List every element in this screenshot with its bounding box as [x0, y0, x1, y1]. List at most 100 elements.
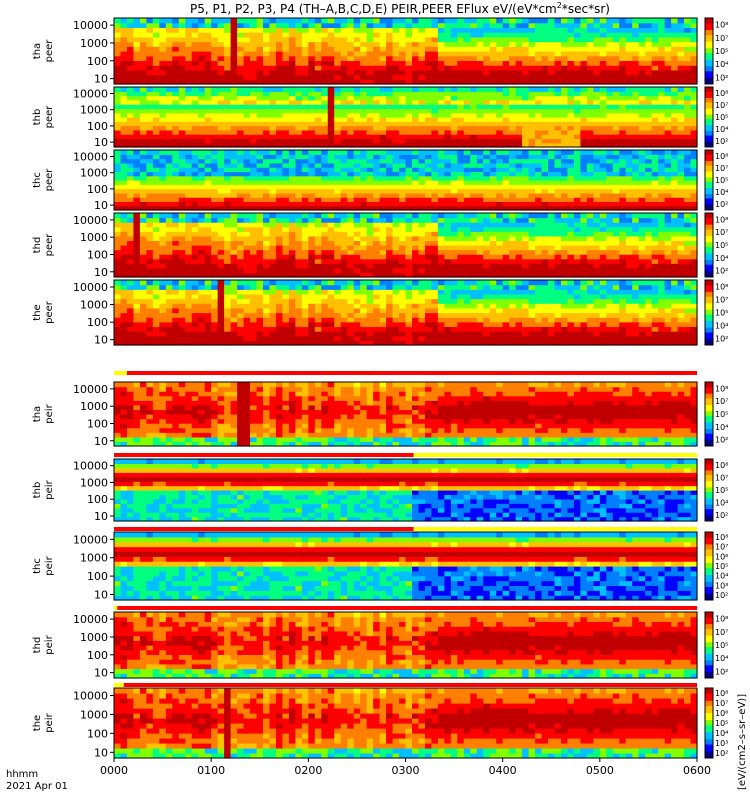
heatmap-cell: [230, 240, 238, 246]
heatmap-cell: [418, 46, 426, 52]
heatmap-cell: [386, 87, 394, 92]
heatmap-cell: [172, 129, 180, 135]
heatmap-cell: [638, 95, 646, 101]
heatmap-cell: [444, 87, 452, 92]
heatmap-cell: [405, 184, 413, 190]
heatmap-cell: [489, 272, 497, 278]
heatmap-cell: [671, 51, 679, 57]
heatmap-cell: [185, 154, 193, 160]
heatmap-cell: [502, 180, 510, 185]
heatmap-cell: [548, 117, 556, 122]
heatmap-cell: [211, 154, 219, 160]
heatmap-cell: [573, 95, 581, 101]
heatmap-cell: [599, 180, 607, 185]
heatmap-cell: [282, 69, 290, 76]
heatmap-cell: [353, 235, 361, 242]
heatmap-cell: [204, 188, 212, 194]
heatmap-cell: [217, 41, 225, 47]
heatmap-cell: [541, 55, 549, 62]
heatmap-cell: [146, 263, 154, 269]
heatmap-cell: [463, 55, 471, 62]
heatmap-cell: [360, 41, 368, 47]
heatmap-cell: [353, 104, 361, 110]
heatmap-cell: [405, 205, 413, 211]
heatmap-cell: [185, 272, 193, 278]
heatmap-cell: [638, 150, 646, 155]
heatmap-cell: [535, 235, 543, 242]
heatmap-cell: [437, 217, 445, 223]
heatmap-cell: [392, 99, 400, 105]
heatmap-cell: [664, 180, 672, 185]
heatmap-cell: [262, 36, 271, 43]
heatmap-cell: [502, 55, 510, 62]
heatmap-cell: [314, 129, 322, 135]
heatmap-cell: [269, 184, 277, 190]
heatmap-cell: [237, 184, 245, 190]
heatmap-cell: [476, 55, 484, 62]
heatmap-cell: [437, 245, 445, 251]
heatmap-cell: [288, 104, 296, 110]
heatmap-cell: [399, 51, 407, 57]
heatmap-cell: [502, 142, 510, 148]
heatmap-cell: [379, 154, 387, 160]
heatmap-cell: [573, 205, 581, 211]
heatmap-cell: [178, 158, 186, 164]
heatmap-cell: [483, 263, 491, 269]
heatmap-cell: [463, 99, 471, 105]
heatmap-cell: [373, 240, 381, 246]
heatmap-cell: [677, 95, 685, 101]
heatmap-cell: [502, 18, 510, 24]
heatmap-cell: [496, 41, 504, 47]
heatmap-cell: [392, 104, 400, 110]
heatmap-cell: [269, 180, 277, 185]
heatmap-cell: [470, 184, 478, 190]
heatmap-cell: [619, 138, 627, 144]
heatmap-cell: [288, 263, 296, 269]
heatmap-cell: [379, 267, 387, 274]
colorbar-segment: [705, 109, 713, 112]
heatmap-cell: [243, 36, 251, 43]
heatmap-cell: [431, 91, 439, 97]
heatmap-cell: [321, 249, 329, 255]
heatmap-cell: [405, 69, 413, 76]
panel-probe-label: thc: [32, 172, 43, 188]
heatmap-cell: [522, 74, 530, 80]
heatmap-cell: [347, 245, 355, 251]
heatmap-cell: [126, 245, 135, 251]
heatmap-cell: [217, 108, 225, 114]
heatmap-cell: [373, 117, 381, 122]
heatmap-cell: [191, 235, 199, 242]
heatmap-cell: [405, 175, 413, 181]
heatmap-cell: [573, 74, 581, 80]
heatmap-cell: [204, 104, 212, 110]
heatmap-cell: [243, 158, 251, 164]
heatmap-cell: [599, 87, 607, 92]
heatmap-cell: [256, 27, 264, 33]
heatmap-cell: [457, 263, 465, 269]
heatmap-cell: [198, 27, 206, 33]
heatmap-cell: [178, 79, 186, 85]
heatmap-cell: [301, 167, 309, 173]
heatmap-cell: [593, 55, 601, 62]
heatmap-cell: [353, 231, 361, 237]
heatmap-cell: [515, 192, 523, 198]
heatmap-cell: [593, 117, 601, 122]
heatmap-cell: [554, 154, 562, 160]
colorbar-segment: [705, 162, 713, 164]
heatmap-cell: [418, 245, 426, 251]
heatmap-cell: [224, 79, 232, 85]
heatmap-cell: [237, 27, 245, 33]
heatmap-cell: [528, 158, 536, 164]
heatmap-cell: [437, 22, 445, 29]
heatmap-cell: [243, 87, 251, 92]
heatmap-cell: [308, 117, 316, 122]
heatmap-cell: [586, 27, 594, 33]
heatmap-cell: [658, 91, 666, 97]
colorbar-segment: [705, 207, 713, 209]
heatmap-cell: [431, 99, 439, 105]
heatmap-cell: [191, 117, 199, 122]
heatmap-cell: [424, 108, 433, 114]
heatmap-cell: [651, 134, 659, 140]
heatmap-cell: [204, 121, 212, 127]
heatmap-cell: [360, 217, 368, 223]
